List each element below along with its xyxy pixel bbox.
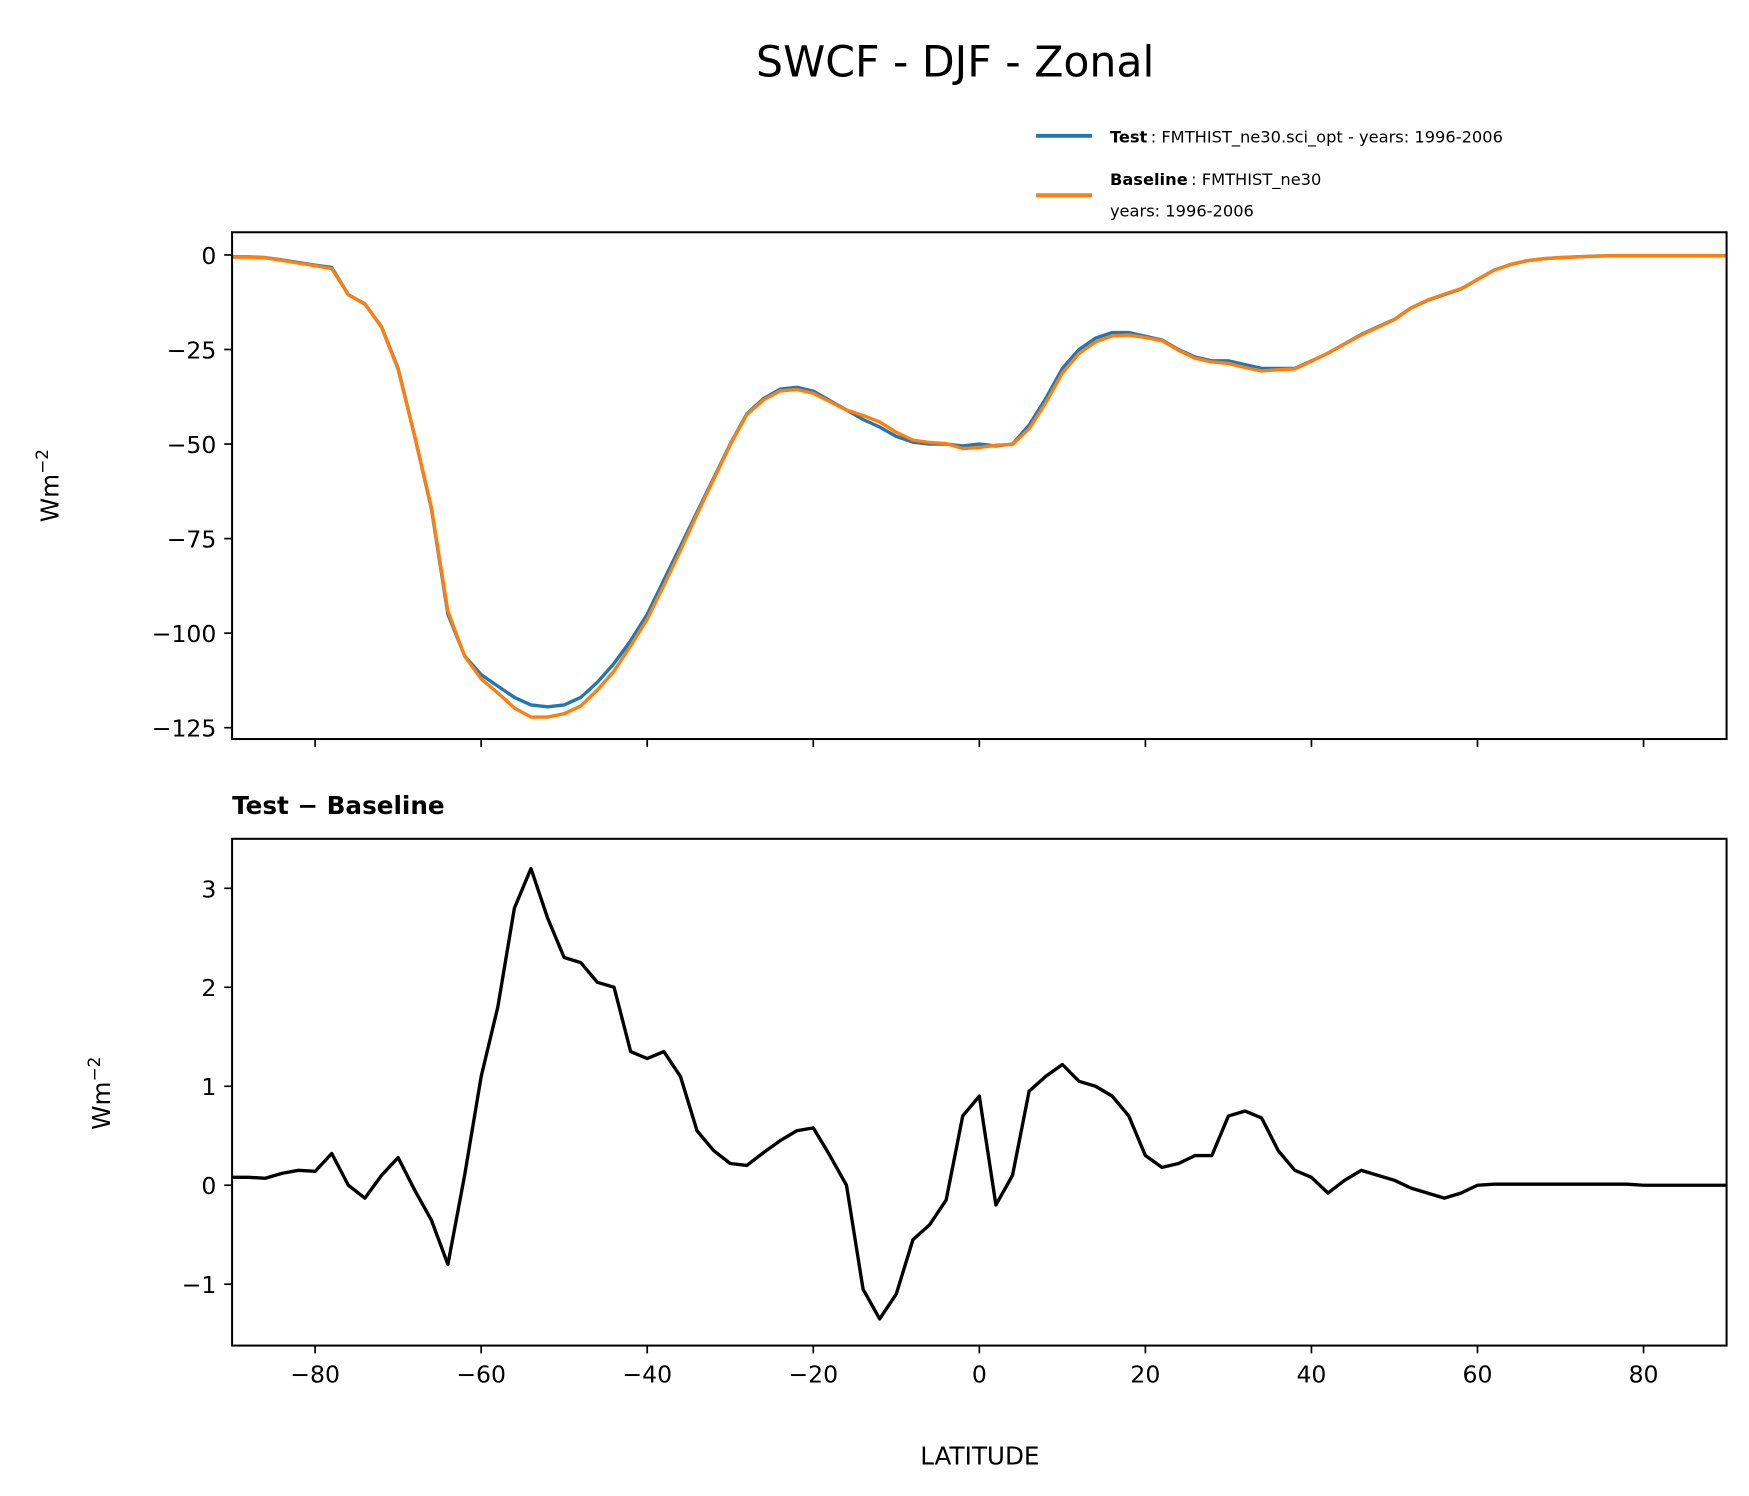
top-series-test: [232, 254, 1727, 709]
bottom-panel-title: Test − Baseline: [232, 791, 445, 820]
bottom-series-test-baseline: [232, 866, 1727, 1321]
bottom-x-tick-label: 40: [1296, 1361, 1326, 1389]
top-series-baseline: [232, 254, 1727, 719]
legend-baseline-desc: : FMTHIST_ne30: [1191, 170, 1321, 190]
bottom-x-tick-label: −60: [456, 1361, 506, 1389]
figure-title: SWCF - DJF - Zonal: [756, 37, 1154, 87]
bottom-y-axis-label: Wm−2: [84, 1057, 116, 1130]
top-panel: 0 −25 −50 −75 −100 −125: [152, 231, 1728, 747]
legend-test-desc: : FMTHIST_ne30.sci_opt - years: 1996-200…: [1151, 128, 1503, 148]
bottom-panel: 3 2 1 0 −1 −80 −60 −40 −20 0 20 40 60 80: [182, 837, 1728, 1389]
top-plot-frame: [231, 231, 1728, 741]
bottom-x-tick-label: −40: [622, 1361, 672, 1389]
x-axis-label: LATITUDE: [920, 1441, 1039, 1470]
bottom-x-tick-label: −80: [290, 1361, 340, 1389]
top-y-tick-label: 0: [201, 242, 216, 270]
bottom-y-tick-label: 0: [201, 1172, 216, 1200]
bottom-x-tick-label: 0: [972, 1361, 987, 1389]
bottom-y-tick-label: 3: [201, 875, 216, 903]
top-y-tick-label: −125: [152, 715, 217, 743]
top-y-tick-label: −25: [167, 336, 217, 364]
top-y-tick-label: −50: [167, 431, 217, 459]
top-y-axis-label: Wm−2: [32, 449, 64, 522]
legend-baseline-label: Baseline: FMTHIST_ne30: [1110, 170, 1321, 190]
legend-baseline-name: Baseline: [1110, 170, 1188, 189]
bottom-y-tick-label: 1: [201, 1073, 216, 1101]
bottom-x-tick-label: 80: [1629, 1361, 1659, 1389]
bottom-x-tick-label: −20: [788, 1361, 838, 1389]
bottom-plot-frame: [231, 837, 1728, 1347]
top-y-tick-label: −75: [167, 526, 217, 554]
legend-baseline-years: years: 1996-2006: [1110, 202, 1254, 221]
bottom-y-tick-label: −1: [182, 1271, 217, 1299]
bottom-x-tick-label: 20: [1130, 1361, 1160, 1389]
legend: Test: FMTHIST_ne30.sci_opt - years: 1996…: [1035, 128, 1503, 221]
bottom-y-tick-label: 2: [201, 974, 216, 1002]
legend-test-label: Test: FMTHIST_ne30.sci_opt - years: 1996…: [1110, 128, 1503, 148]
legend-test-name: Test: [1110, 128, 1148, 147]
top-y-tick-label: −100: [152, 620, 217, 648]
bottom-x-tick-label: 60: [1463, 1361, 1493, 1389]
